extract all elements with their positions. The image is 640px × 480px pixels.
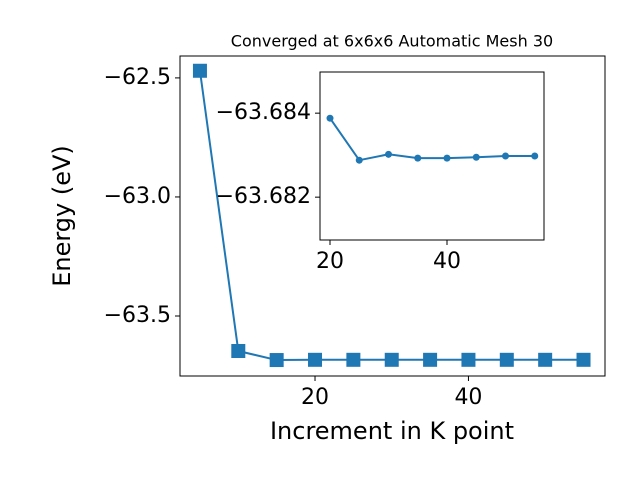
data-marker bbox=[443, 154, 451, 162]
y-tick-label: −63.682 bbox=[216, 184, 311, 209]
data-marker bbox=[326, 114, 334, 122]
data-marker bbox=[472, 153, 480, 161]
data-marker bbox=[414, 154, 422, 162]
data-marker bbox=[385, 150, 393, 158]
axes-frame bbox=[319, 71, 545, 241]
x-axis-label: Increment in K point bbox=[270, 417, 514, 445]
data-marker bbox=[192, 63, 207, 78]
x-tick-label: 20 bbox=[301, 385, 329, 410]
y-axis-label: Energy (eV) bbox=[48, 145, 76, 287]
y-tick-label: −63.684 bbox=[216, 100, 311, 125]
data-marker bbox=[231, 344, 246, 358]
y-tick-label: −62.5 bbox=[104, 65, 171, 90]
x-tick-label: 40 bbox=[433, 249, 461, 274]
data-marker bbox=[355, 156, 363, 164]
y-tick-label: −63.0 bbox=[104, 184, 171, 209]
data-marker bbox=[384, 352, 399, 367]
x-tick-label: 40 bbox=[454, 385, 482, 410]
data-marker bbox=[499, 352, 514, 367]
data-marker bbox=[346, 352, 361, 367]
data-marker bbox=[576, 352, 591, 367]
data-marker bbox=[502, 152, 510, 160]
data-marker bbox=[423, 352, 438, 367]
data-marker bbox=[461, 352, 476, 367]
data-marker bbox=[308, 352, 323, 367]
data-line bbox=[329, 117, 535, 162]
axes-frame bbox=[179, 55, 606, 377]
data-marker bbox=[531, 152, 539, 160]
data-marker bbox=[269, 353, 284, 368]
x-tick-label: 20 bbox=[316, 249, 344, 274]
data-marker bbox=[538, 352, 553, 367]
y-tick-label: −63.5 bbox=[104, 303, 171, 328]
chart-title: Converged at 6x6x6 Automatic Mesh 30 bbox=[231, 32, 553, 51]
